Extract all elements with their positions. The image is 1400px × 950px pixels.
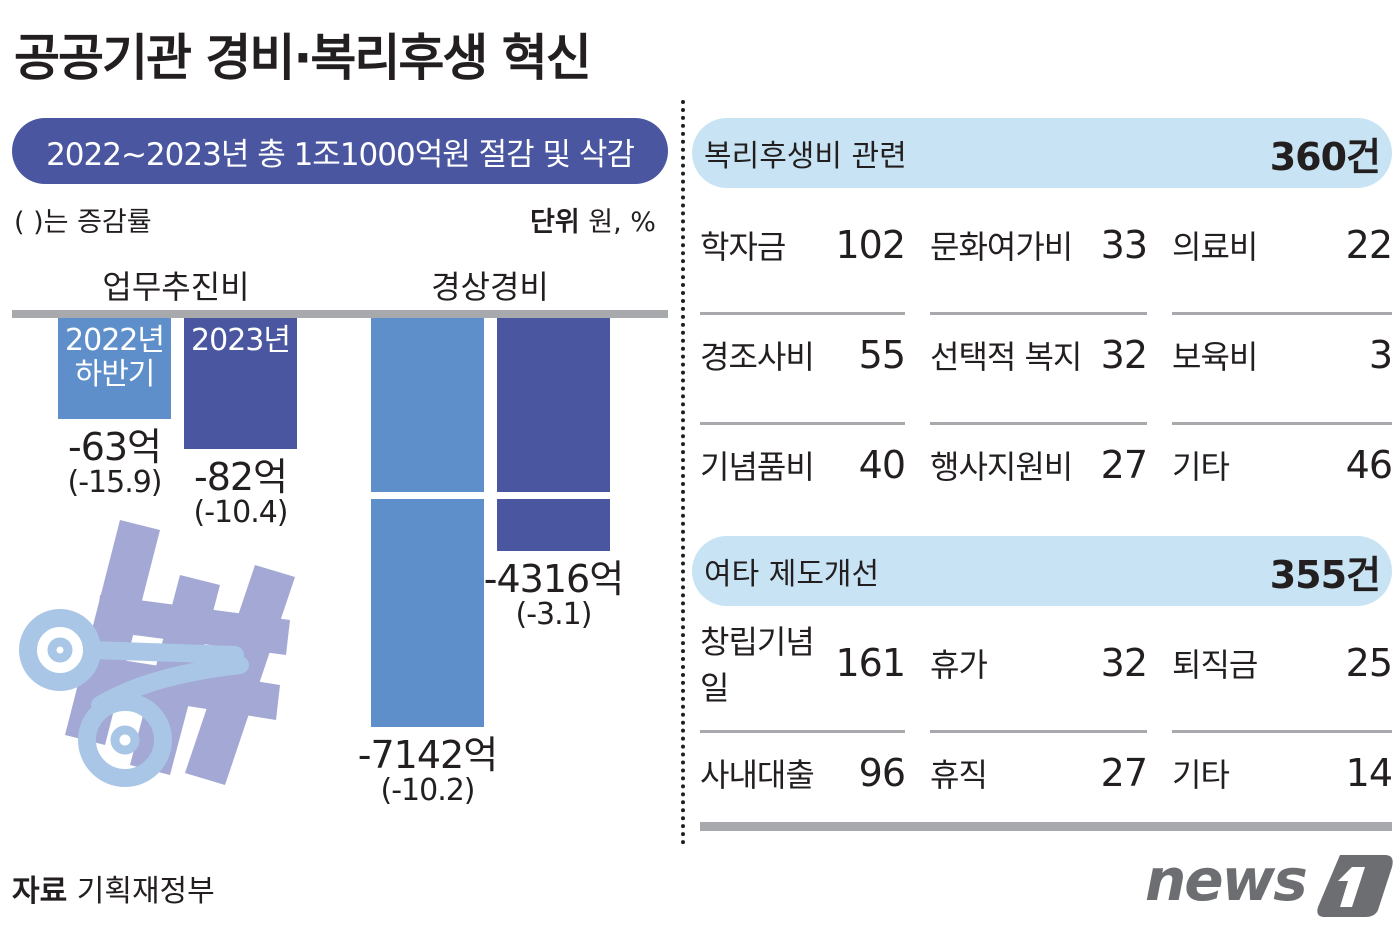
- stat-value: 102: [835, 223, 906, 267]
- stat-item: 휴가 32: [930, 633, 1148, 693]
- title: 공공기관 경비·복리후생 혁신: [14, 29, 592, 87]
- divider: [681, 100, 685, 845]
- row-separator: [1172, 312, 1392, 315]
- row-separator: [700, 730, 905, 733]
- stat-item: 문화여가비 33: [930, 215, 1148, 275]
- row-separator: [930, 312, 1147, 315]
- stat-name: 의료비: [1172, 228, 1258, 266]
- rate-label: (-10.4): [193, 495, 288, 531]
- data-label: -7142억 (-10.2): [328, 735, 528, 807]
- bar-0-1: [184, 318, 297, 450]
- source-label: 자료: [12, 874, 68, 909]
- axis-line: [12, 310, 668, 318]
- bar-series-label: 2022년 하반기: [65, 323, 165, 392]
- data-label: -63억 (-15.9): [15, 427, 215, 499]
- unit-value: 원, %: [588, 207, 656, 238]
- stat-name: 기타: [1172, 756, 1230, 794]
- stat-item: 기타 46: [1172, 435, 1393, 495]
- stat-value: 22: [1345, 223, 1393, 267]
- data-label: -4316억 (-3.1): [454, 559, 654, 631]
- stat-name: 문화여가비: [930, 228, 1073, 266]
- bar-1-1: [497, 318, 610, 551]
- banner: 2022~2023년 총 1조1000억원 절감 및 삭감: [12, 118, 668, 184]
- stat-item: 기념품비 40: [700, 435, 906, 495]
- stat-name: 기타: [1172, 448, 1230, 486]
- bottom-rule: [700, 822, 1392, 831]
- stat-value: 55: [858, 333, 906, 377]
- stat-item: 행사지원비 27: [930, 435, 1148, 495]
- stat-value: 161: [835, 641, 906, 685]
- axis-break: [365, 492, 620, 499]
- rate-label: (-3.1): [515, 596, 593, 632]
- news1-logo: news: [1145, 846, 1393, 917]
- stat-name: 선택적 복지: [930, 338, 1082, 376]
- source-value: 기획재정부: [76, 874, 215, 909]
- stat-item: 보육비 3: [1172, 325, 1393, 385]
- stat-item: 퇴직금 25: [1172, 633, 1393, 693]
- stat-value: 14: [1345, 751, 1393, 795]
- section-count: 355건: [1269, 552, 1381, 597]
- stat-item: 의료비 22: [1172, 215, 1393, 275]
- rate-label: (-10.2): [380, 772, 475, 808]
- section-count: 360건: [1269, 134, 1381, 179]
- stat-item: 창립기념일 161: [700, 623, 906, 707]
- stat-name: 기념품비: [700, 448, 815, 486]
- stat-value: 27: [1100, 751, 1148, 795]
- bar-0-0: [58, 318, 171, 419]
- stat-name: 휴가: [930, 646, 988, 684]
- stat-name: 경조사비: [700, 338, 815, 376]
- stat-value: 25: [1345, 641, 1393, 685]
- group-label-1: 경상경비: [431, 268, 549, 306]
- unit-label: 단위: [530, 207, 580, 238]
- row-separator: [930, 422, 1147, 425]
- stat-name: 보육비: [1172, 338, 1258, 376]
- section-header-0: 복리후생비 관련 360건: [692, 118, 1392, 188]
- stat-name: 사내대출: [700, 756, 815, 794]
- value-label: -82억: [193, 455, 288, 500]
- scissors-won-icon: [19, 520, 295, 787]
- section-title: 여타 제도개선: [704, 557, 880, 592]
- rate-label: (-15.9): [67, 464, 162, 500]
- value-label: -7142억: [357, 732, 498, 777]
- section-header-1: 여타 제도개선 355건: [692, 536, 1392, 606]
- stat-value: 32: [1100, 333, 1148, 377]
- section-title: 복리후생비 관련: [704, 139, 907, 174]
- stat-value: 33: [1100, 223, 1148, 267]
- bar-series-label: 2023년: [191, 323, 291, 358]
- stat-value: 3: [1368, 333, 1393, 377]
- stat-value: 32: [1100, 641, 1148, 685]
- source: 자료 기획재정부: [12, 866, 215, 910]
- data-label: -82억 (-10.4): [141, 457, 341, 529]
- value-label: -4316억: [483, 556, 624, 601]
- note: ( )는 증감률: [14, 207, 152, 238]
- stat-value: 40: [858, 443, 906, 487]
- stat-item: 선택적 복지 32: [930, 325, 1148, 385]
- group-label-0: 업무추진비: [102, 268, 250, 306]
- stat-item: 사내대출 96: [700, 743, 906, 803]
- stat-item: 휴직 27: [930, 743, 1148, 803]
- svg-text:news: news: [1145, 846, 1306, 914]
- row-separator: [1172, 422, 1392, 425]
- row-separator: [700, 312, 905, 315]
- stat-value: 27: [1100, 443, 1148, 487]
- row-separator: [700, 422, 905, 425]
- row-separator: [1172, 730, 1392, 733]
- unit: 단위 원, %: [530, 200, 656, 239]
- stat-name: 학자금: [700, 228, 786, 266]
- stat-item: 기타 14: [1172, 743, 1393, 803]
- row-separator: [930, 730, 1147, 733]
- stat-item: 학자금 102: [700, 215, 906, 275]
- stat-name: 휴직: [930, 756, 988, 794]
- stat-value: 46: [1345, 443, 1393, 487]
- stat-name: 퇴직금: [1172, 646, 1258, 684]
- stat-item: 경조사비 55: [700, 325, 906, 385]
- value-label: -63억: [67, 424, 162, 469]
- stat-name: 창립기념일: [700, 623, 815, 707]
- bar-1-0: [371, 318, 484, 727]
- stat-value: 96: [858, 751, 906, 795]
- stat-name: 행사지원비: [930, 448, 1073, 486]
